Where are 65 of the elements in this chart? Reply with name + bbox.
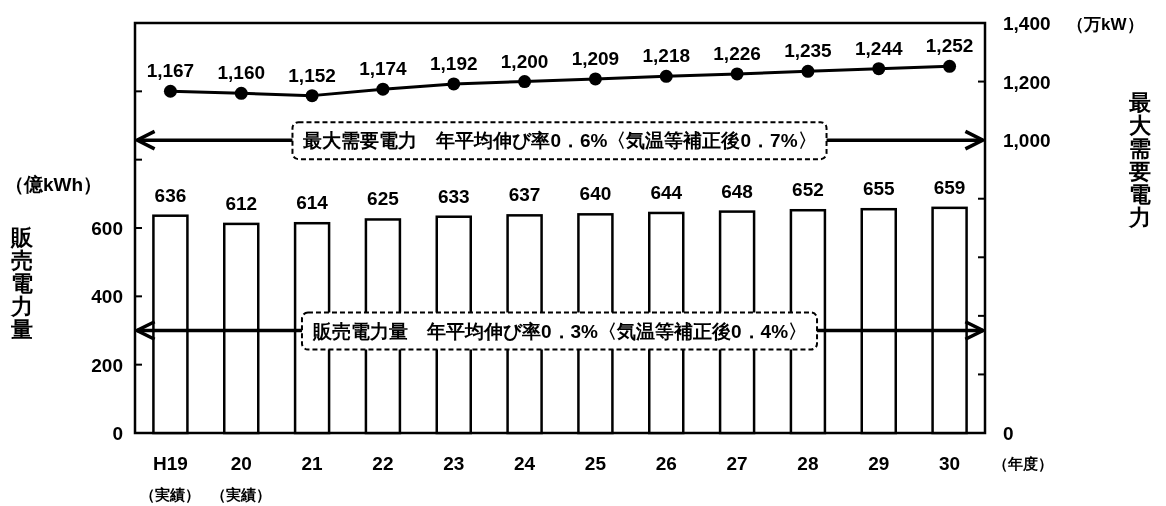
y-tick-label: 0: [112, 423, 123, 444]
data-label: 1,209: [571, 47, 620, 69]
y2-axis-title: 最大需要電力: [1128, 90, 1152, 230]
data-label: 652: [792, 179, 824, 201]
text: （実績）: [140, 486, 201, 503]
data-label: 1,235: [784, 40, 833, 62]
y-tick-label: 600: [91, 218, 123, 239]
x-tick-label: 30: [939, 453, 961, 474]
x-tick-label: 28: [797, 453, 819, 474]
x-tick-label: 24: [514, 453, 536, 474]
x-tick-label: H19: [152, 453, 188, 474]
ref-line-label: 最大需要電力 年平均伸び率0．6%〈気温等補正後0．7%〉: [302, 130, 817, 152]
data-label: 644: [650, 181, 683, 203]
data-label: 1,167: [146, 60, 195, 82]
data-label: 637: [508, 184, 541, 206]
y2-tick-label: 1,400: [1003, 13, 1051, 34]
data-label: 659: [933, 176, 966, 198]
data-label: 640: [579, 183, 612, 205]
point: [588, 72, 602, 86]
text: （億kWh）: [5, 174, 103, 195]
x-tick-label: 26: [655, 453, 677, 474]
x-tick-label: 27: [726, 453, 748, 474]
x-tick-label: 29: [868, 453, 890, 474]
point: [659, 69, 673, 83]
point: [801, 64, 815, 78]
text: （実績）: [211, 486, 272, 503]
point: [943, 59, 957, 73]
point: [518, 75, 532, 89]
y-axis-title: 販売電力量: [10, 225, 34, 342]
point: [872, 62, 886, 76]
data-label: 648: [721, 180, 753, 202]
data-label: 636: [154, 184, 187, 206]
x-tick-label: 22: [372, 453, 394, 474]
data-label: 633: [437, 185, 470, 207]
point: [234, 86, 248, 100]
text: （万kW）: [1067, 15, 1144, 34]
point: [447, 77, 461, 91]
data-label: 625: [367, 188, 400, 210]
data-label: 1,218: [642, 45, 691, 67]
data-label: 1,192: [429, 52, 478, 74]
data-label: 1,244: [854, 37, 903, 59]
y2-tick-label: 0: [1003, 423, 1014, 444]
x-tick-label: 20: [230, 453, 252, 474]
y-tick-label: 400: [91, 286, 123, 308]
point: [163, 84, 177, 98]
data-label: 1,174: [359, 58, 408, 80]
data-label: 1,152: [288, 64, 336, 86]
point: [730, 67, 744, 81]
x-axis-title: （年度）: [993, 455, 1053, 472]
data-label: 1,226: [713, 42, 761, 64]
point: [305, 89, 319, 103]
y2-tick-label: 1,000: [1003, 130, 1051, 152]
x-tick-label: 25: [584, 453, 607, 474]
data-label: 614: [296, 192, 329, 214]
data-label: 1,200: [500, 50, 549, 72]
data-label: 655: [862, 178, 896, 200]
point: [376, 82, 390, 96]
x-tick-label: 21: [301, 453, 324, 474]
y-tick-label: 200: [91, 354, 123, 376]
ref-line-label: 販売電力量 年平均伸び率0．3%〈気温等補正後0．4%〉: [311, 320, 808, 342]
data-label: 1,252: [925, 35, 974, 57]
data-label: 1,160: [217, 62, 266, 84]
y2-tick-label: 1,200: [1003, 71, 1051, 93]
x-tick-label: 23: [443, 453, 465, 474]
data-label: 612: [225, 192, 258, 214]
